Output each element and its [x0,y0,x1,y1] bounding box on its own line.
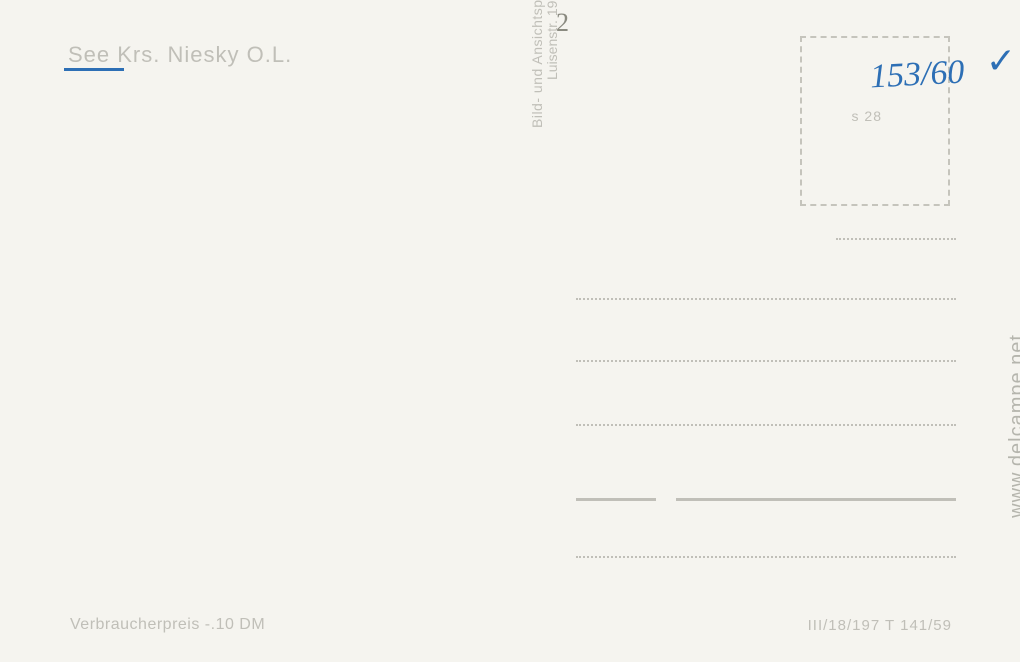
address-line [576,298,956,300]
address-line [576,556,956,558]
handwritten-catalog-number: 153/60 [869,54,965,97]
handwritten-checkmark: ✓ [986,40,1016,82]
location-title: See Krs. Niesky O.L. [68,42,292,68]
address-line-short [836,238,956,240]
publisher-address: Luisenstr. 19 [544,0,560,80]
address-line [576,424,956,426]
print-code: III/18/197 T 141/59 [808,617,952,634]
consumer-price: Verbraucherpreis -.10 DM [70,616,265,634]
title-underline [64,68,124,71]
watermark: www.delcampe.net [1006,334,1020,518]
address-line-bold-right [676,498,956,501]
address-line [576,360,956,362]
stamp-code: s 28 [852,108,882,124]
postcard-back: See Krs. Niesky O.L. 2 s 28 153/60 ✓ Bil… [0,0,1020,662]
address-line-bold-left [576,498,656,501]
